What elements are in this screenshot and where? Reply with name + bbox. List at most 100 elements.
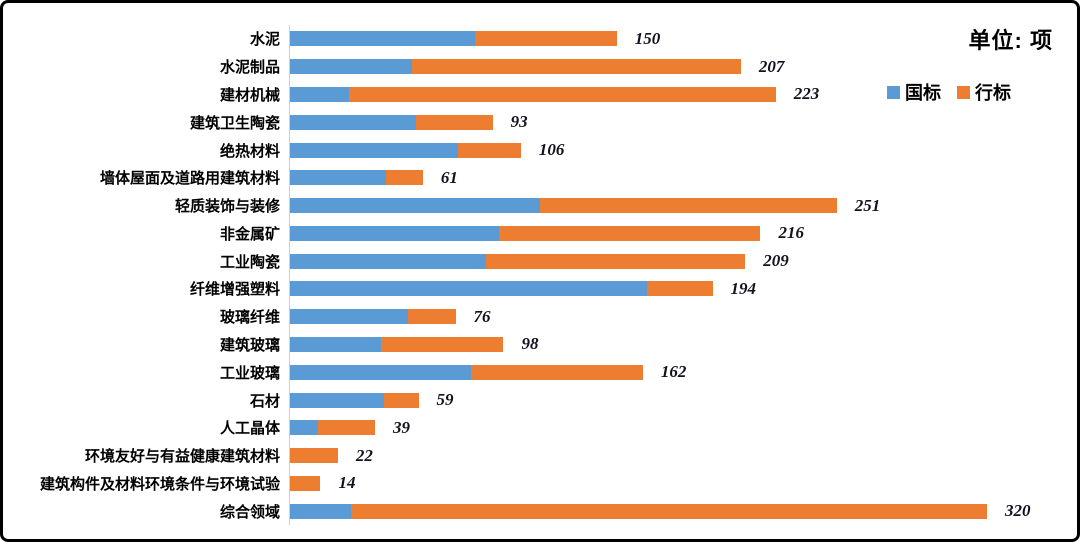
legend: 国标 行标 [887,79,1011,105]
bar-segment-guobiao [290,503,351,519]
bar-track: 14 [289,469,987,498]
legend-item-hangbiao: 行标 [957,79,1011,105]
bar-row: 工业玻璃 162 [11,358,1071,387]
bar-segment-hangbiao [470,364,643,380]
total-value-label: 61 [440,167,458,187]
chart-unit-title: 单位: 项 [968,28,1053,53]
bar-row: 绝热材料 106 [11,136,1071,164]
bar-segment-hangbiao [457,142,521,158]
category-label: 水泥 [249,31,280,49]
bar-segment-hangbiao [407,309,456,325]
bar-row: 石材 59 [11,386,1071,414]
total-value-label: 223 [793,84,820,104]
total-value-label: 22 [355,445,373,465]
bar-segment-guobiao [290,170,386,186]
legend-swatch-hangbiao-icon [957,85,970,99]
category-label: 建筑卫生陶瓷 [189,114,280,132]
total-value-label: 320 [1004,501,1031,521]
bar-track: 162 [289,358,987,387]
total-value-label: 162 [660,362,687,382]
total-value-label: 76 [473,306,491,326]
bar-row: 建筑卫生陶瓷 93 [11,108,1071,137]
bar-row: 建筑玻璃 98 [11,330,1071,359]
bar-track: 76 [289,302,987,331]
bar-segment-hangbiao [383,392,419,408]
bar-row: 人工晶体 39 [11,413,1071,442]
bar-segment-guobiao [290,392,384,408]
bar-track: 22 [289,441,987,470]
bar-segment-hangbiao [290,448,338,464]
bar-row: 工业陶瓷 209 [11,247,1071,276]
bar-track: 207 [289,52,987,81]
bar-segment-hangbiao [381,336,504,352]
bar-segment-guobiao [290,309,408,325]
category-label: 绝热材料 [219,142,280,160]
bar-track: 223 [289,80,987,109]
bar-segment-hangbiao [385,170,423,186]
bar-segment-hangbiao [486,253,746,269]
bar-segment-hangbiao [475,31,617,47]
category-label: 水泥制品 [219,59,280,77]
bar-segment-guobiao [290,142,458,158]
category-label: 工业陶瓷 [219,253,280,271]
bar-row: 玻璃纤维 76 [11,302,1071,331]
bar-segment-hangbiao [350,503,987,519]
bar-row: 建筑构件及材料环境条件与环境试验 14 [11,469,1071,498]
bar-segment-hangbiao [318,420,375,436]
bar-segment-hangbiao [348,86,776,102]
total-value-label: 209 [763,251,789,271]
bar-row: 水泥制品 207 [11,52,1071,81]
bar-segment-guobiao [290,281,648,297]
total-value-label: 59 [436,390,454,410]
bar-track: 106 [289,136,987,164]
bar-segment-hangbiao [647,281,713,297]
bar-track: 93 [289,108,987,137]
bar-segment-guobiao [290,420,319,436]
bar-track: 209 [289,247,987,276]
category-label: 非金属矿 [219,225,280,243]
bar-row: 环境友好与有益健康建筑材料 22 [11,441,1071,470]
bar-segment-hangbiao [499,225,761,241]
bar-segment-guobiao [290,225,500,241]
bar-track: 194 [289,275,987,303]
category-label: 建材机械 [219,86,280,104]
total-value-label: 207 [758,56,785,76]
bar-segment-guobiao [290,114,417,130]
category-label: 轻质装饰与装修 [174,198,280,216]
total-value-label: 14 [338,473,356,493]
bar-segment-hangbiao [411,59,741,75]
bar-segment-guobiao [290,364,471,380]
bar-track: 251 [289,191,987,220]
legend-label-hangbiao: 行标 [975,83,1011,103]
bar-segment-hangbiao [290,475,321,491]
total-value-label: 194 [730,278,757,298]
total-value-label: 216 [778,223,804,243]
legend-label-guobiao: 国标 [905,83,941,103]
bar-track: 150 [289,25,987,53]
bar-row: 水泥 150 [11,25,1071,53]
category-label: 环境友好与有益健康建筑材料 [84,448,280,466]
bar-segment-guobiao [290,198,541,214]
bar-segment-guobiao [290,86,349,102]
bar-segment-guobiao [290,336,382,352]
bar-row: 建材机械 223 [11,80,1071,109]
bar-track: 61 [289,163,987,192]
category-label: 工业玻璃 [219,364,280,382]
category-label: 玻璃纤维 [219,309,280,327]
total-value-label: 251 [854,195,881,215]
bar-track: 320 [289,497,1030,526]
category-label: 建筑构件及材料环境条件与环境试验 [39,475,280,493]
bar-row: 纤维增强塑料 194 [11,275,1071,303]
bar-row: 非金属矿 216 [11,219,1071,248]
bar-track: 59 [289,386,987,414]
category-label: 墙体屋面及道路用建筑材料 [99,170,280,188]
total-value-label: 98 [521,334,539,354]
bar-segment-hangbiao [540,198,837,214]
bar-track: 98 [289,330,987,359]
bar-row: 轻质装饰与装修 251 [11,191,1071,220]
total-value-label: 93 [510,112,528,132]
legend-item-guobiao: 国标 [887,79,941,105]
bar-segment-guobiao [290,253,487,269]
legend-swatch-guobiao-icon [887,85,900,99]
